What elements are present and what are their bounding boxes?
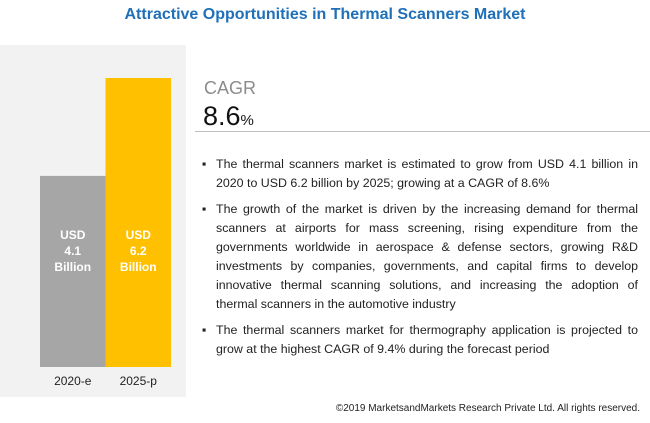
- bullet: The growth of the market is driven by th…: [202, 200, 638, 314]
- bullet: The thermal scanners market for thermogr…: [202, 321, 638, 359]
- copyright: ©2019 MarketsandMarkets Research Private…: [335, 403, 640, 414]
- value-label: USD 6.2 Billion: [120, 228, 157, 274]
- divider: [195, 131, 650, 132]
- cagr-number: 8.6: [203, 101, 241, 131]
- x-tick-label: 2020-e: [54, 374, 92, 388]
- bar: [105, 78, 171, 367]
- page-title: Attractive Opportunities in Thermal Scan…: [124, 6, 526, 23]
- cagr-label: CAGR: [204, 78, 257, 98]
- chart: USD 4.1 Billion 2020-e USD 6.2 Billion 2025-p: [40, 78, 171, 388]
- bar: [40, 175, 106, 367]
- x-tick-label: 2025-p: [120, 374, 158, 388]
- cagr-value: 8.6%: [203, 101, 254, 132]
- value-label: USD 4.1 Billion: [54, 228, 91, 274]
- cagr-unit: %: [240, 112, 254, 129]
- bullet: The thermal scanners market is estimated…: [202, 155, 638, 193]
- bullet-list: The thermal scanners market is estimated…: [202, 155, 638, 366]
